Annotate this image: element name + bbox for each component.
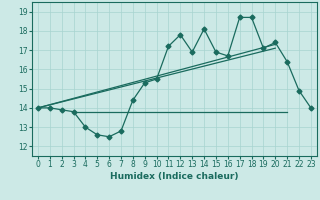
X-axis label: Humidex (Indice chaleur): Humidex (Indice chaleur): [110, 172, 239, 181]
